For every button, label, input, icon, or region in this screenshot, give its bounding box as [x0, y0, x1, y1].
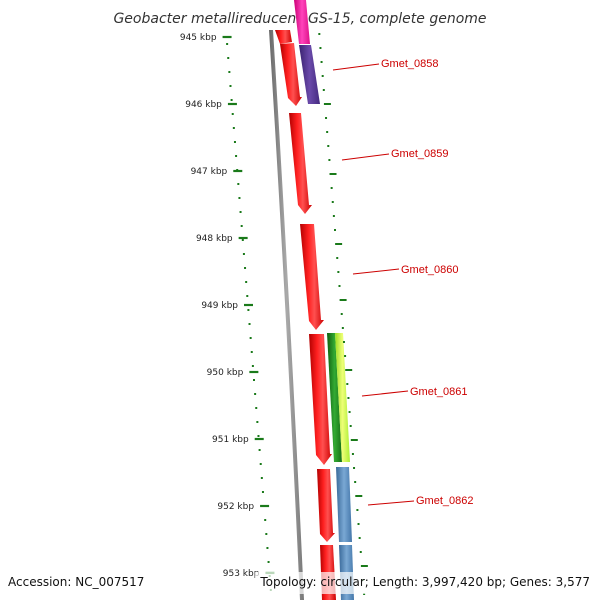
gene-label-gmet-0861[interactable]: Gmet_0861: [361, 386, 467, 398]
feature-purple[interactable]: [299, 45, 320, 104]
feature-green-dark[interactable]: [327, 333, 342, 462]
ruler-label: 947 kbp: [191, 167, 228, 177]
gene-label-gmet-0862[interactable]: Gmet_0862: [367, 495, 473, 507]
ruler-label: 949 kbp: [201, 301, 238, 311]
leader-line: [352, 268, 400, 275]
ruler-label: 946 kbp: [185, 100, 222, 110]
leader-line: [341, 153, 390, 161]
genome-summary-text: Topology: circular; Length: 3,997,420 bp…: [259, 575, 590, 589]
cds-arrow[interactable]: [309, 334, 332, 465]
ruler-label: 950 kbp: [207, 368, 244, 378]
feature-blue[interactable]: [336, 467, 352, 542]
accession-text: Accession: NC_007517: [8, 575, 144, 589]
genome-backbone: [269, 30, 304, 600]
gene-label-text: Gmet_0862: [416, 495, 473, 507]
leader-line: [367, 500, 415, 506]
feature-green-light[interactable]: [335, 333, 350, 462]
feature-magenta[interactable]: [294, 0, 310, 44]
footer: Accession: NC_007517 Topology: circular;…: [8, 572, 595, 594]
ruler-label: 948 kbp: [196, 234, 233, 244]
gene-label-text: Gmet_0859: [391, 148, 448, 160]
ruler-label: 951 kbp: [212, 435, 249, 445]
gene-label-gmet-0859[interactable]: Gmet_0859: [341, 148, 448, 161]
gene-labels: Gmet_0858 Gmet_0859 Gmet_0860 Gmet_0861 …: [332, 58, 473, 507]
gene-label-gmet-0858[interactable]: Gmet_0858: [332, 58, 438, 71]
gene-label-gmet-0860[interactable]: Gmet_0860: [352, 264, 458, 276]
leader-line: [332, 63, 380, 71]
gene-label-text: Gmet_0858: [381, 58, 438, 70]
cds-arrow[interactable]: [289, 113, 312, 214]
cds-arrow[interactable]: [275, 30, 292, 44]
cds-arrow[interactable]: [317, 469, 335, 542]
cds-track: [275, 30, 336, 600]
gene-label-text: Gmet_0861: [410, 386, 467, 398]
leader-line: [361, 390, 409, 397]
ruler-label: 953 kbp: [223, 569, 260, 579]
kbp-ruler: 945 kbp 946 kbp 947 kbp 948 kbp 949 kbp 950 k…: [180, 33, 275, 591]
ruler-label: 945 kbp: [180, 33, 217, 43]
ruler-label: 952 kbp: [217, 502, 254, 512]
cds-arrow[interactable]: [280, 43, 302, 106]
footer-background: [255, 572, 595, 594]
gene-label-text: Gmet_0860: [401, 264, 458, 276]
cds-arrow[interactable]: [300, 224, 324, 330]
